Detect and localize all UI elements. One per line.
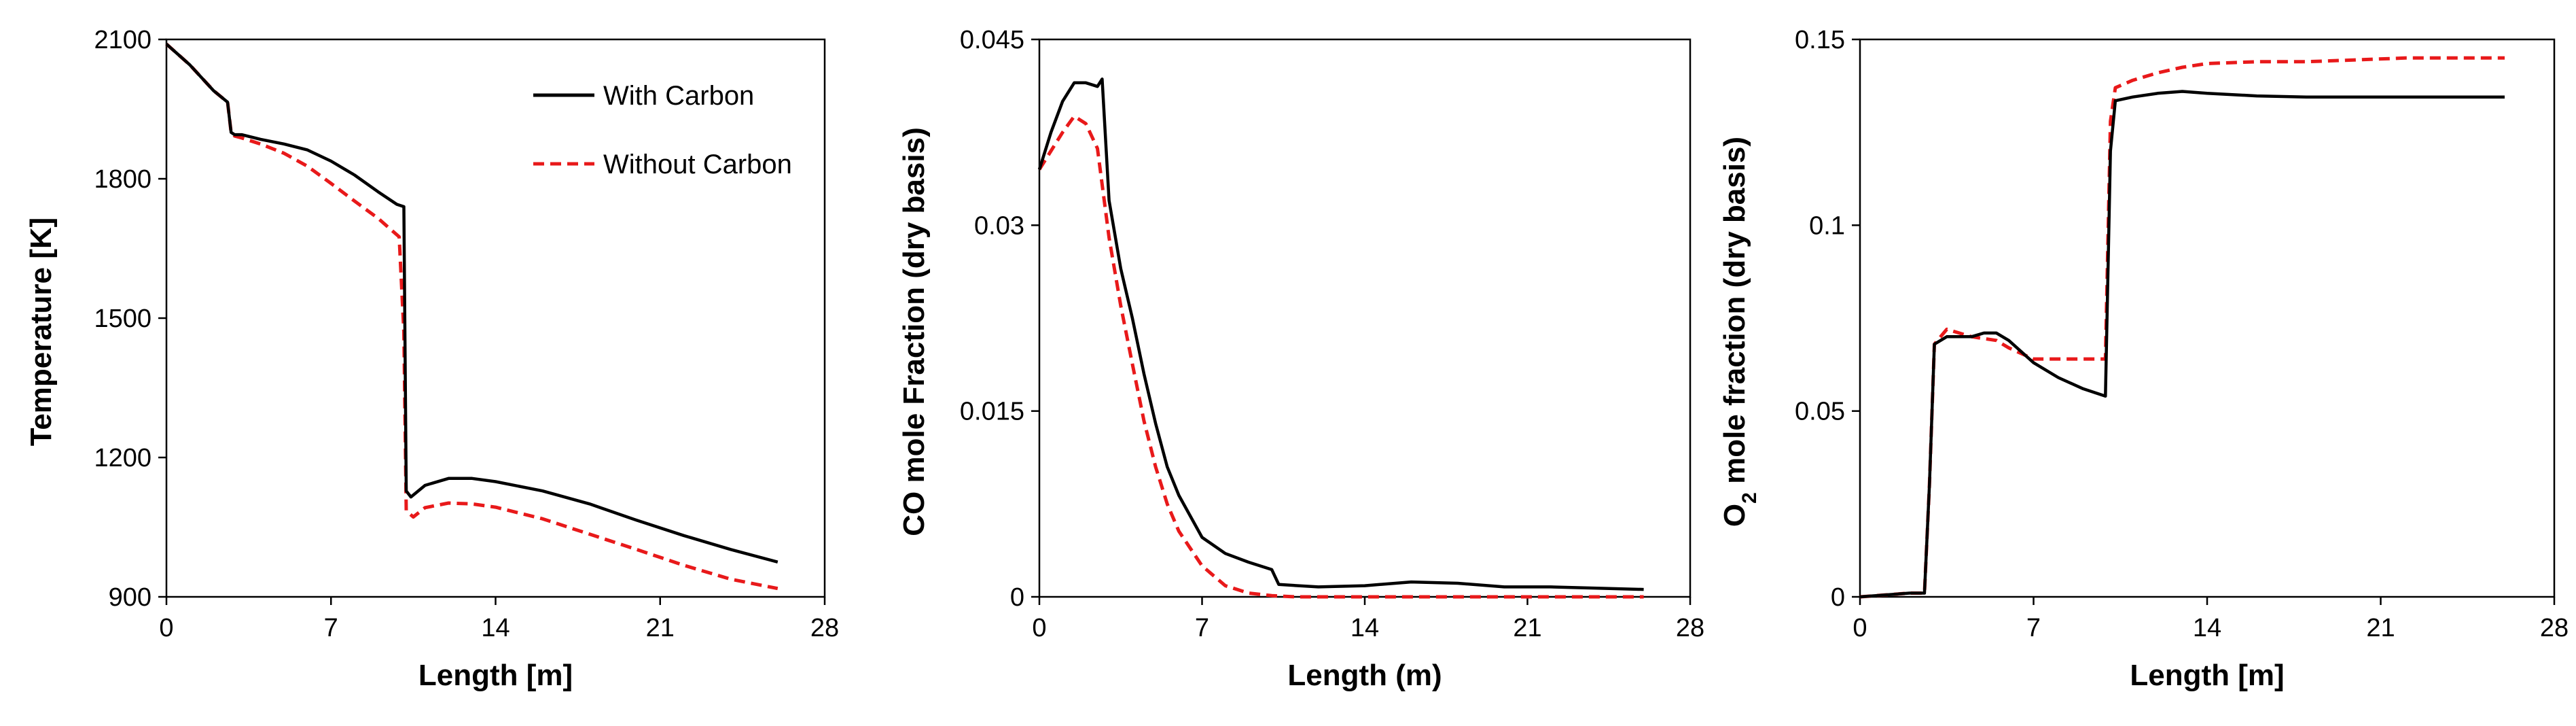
x-axis-title: Length (m)	[1287, 659, 1442, 692]
y-tick-label: 0	[1831, 583, 1845, 612]
y-tick-label: 0.015	[960, 398, 1024, 426]
y-tick-label: 0.03	[974, 211, 1024, 240]
y-tick-label: 2100	[94, 26, 151, 54]
x-tick-label: 0	[1853, 614, 1867, 642]
plot-frame	[1859, 38, 2556, 598]
y-tick-label: 0.045	[960, 26, 1024, 54]
plot-frame	[1038, 38, 1692, 598]
x-axis-title: Length [m]	[2130, 659, 2284, 692]
x-tick-label: 0	[159, 614, 173, 642]
legend-label-without-carbon: Without Carbon	[603, 150, 792, 179]
x-tick-label: 28	[1676, 614, 1704, 642]
chart-panel-2: 0 7 14 21 28 0 0.015 0.03 0.045 Length (m) CO mole…	[897, 26, 1704, 692]
x-tick-label: 21	[1513, 614, 1541, 642]
x-tick-label: 14	[481, 614, 509, 642]
y-tick-label: 0.05	[1795, 398, 1845, 426]
legend-label-with-carbon: With Carbon	[603, 81, 754, 111]
x-tick-label: 0	[1032, 614, 1046, 642]
chart-panel-1: 0 7 14 21 28 900 1200 1500 1800 2100 Length [m] Tem…	[24, 26, 839, 692]
y-tick-label: 1200	[94, 444, 151, 472]
y-tick-label: 0.15	[1795, 26, 1845, 54]
y-tick-label: 900	[109, 583, 151, 612]
series-line-with-carbon	[1037, 77, 1644, 591]
y-axis-title: O2 mole fraction (dry basis)	[1718, 137, 1761, 527]
plot-frame	[165, 38, 826, 598]
series-line-with-carbon	[165, 43, 779, 564]
y-axis-title: Temperature [K]	[24, 218, 58, 447]
y-tick-label: 0	[1010, 583, 1024, 612]
x-axis-title: Length [m]	[418, 659, 573, 692]
x-tick-label: 7	[2026, 614, 2041, 642]
y-tick-label: 1800	[94, 165, 151, 194]
series-line-with-carbon	[1859, 90, 2505, 599]
series-line-without-carbon	[1037, 114, 1644, 599]
x-tick-label: 21	[2366, 614, 2395, 642]
chart-panel-3: 0 7 14 21 28 0 0.05 0.1 0.15 Length [m] O2 mole fr…	[1718, 26, 2569, 692]
legend: With Carbon Without Carbon	[533, 81, 792, 179]
x-tick-label: 7	[324, 614, 338, 642]
series-line-without-carbon	[165, 42, 779, 591]
x-tick-label: 7	[1195, 614, 1209, 642]
y-tick-label: 1500	[94, 305, 151, 333]
x-tick-label: 28	[2540, 614, 2569, 642]
x-tick-label: 21	[646, 614, 675, 642]
series-line-without-carbon	[1859, 56, 2505, 599]
x-tick-label: 28	[810, 614, 839, 642]
y-axis-title: CO mole Fraction (dry basis)	[897, 127, 931, 536]
x-tick-label: 14	[2193, 614, 2221, 642]
y-tick-label: 0.1	[1809, 211, 1845, 240]
x-tick-label: 14	[1350, 614, 1379, 642]
